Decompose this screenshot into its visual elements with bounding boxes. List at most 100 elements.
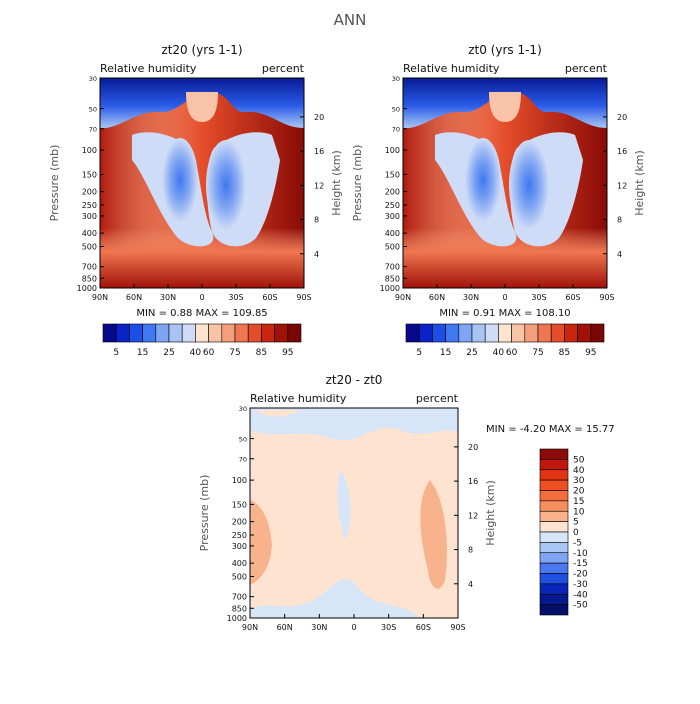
colorbar-label: 25 bbox=[466, 348, 477, 358]
field-label: Relative humidity bbox=[403, 62, 500, 75]
y-tick-label: 50 bbox=[239, 436, 247, 444]
y-tick-label: 100 bbox=[232, 476, 247, 485]
y2-axis-title: Height (km) bbox=[484, 480, 497, 546]
colorbar-swatch bbox=[539, 604, 569, 616]
x-tick-label: 90S bbox=[599, 293, 614, 302]
colorbar-label: 10 bbox=[573, 507, 585, 517]
x-tick-label: 30N bbox=[311, 623, 327, 632]
y-tick-label: 300 bbox=[232, 542, 247, 551]
colorbar-label: 40 bbox=[573, 466, 585, 476]
colorbar-label: 75 bbox=[229, 348, 240, 358]
colorbar-swatch bbox=[539, 490, 569, 502]
y2-tick-label: 8 bbox=[617, 216, 622, 225]
x-tick-label: 0 bbox=[351, 623, 356, 632]
colorbar-label: -10 bbox=[573, 549, 588, 559]
colorbar-label: -50 bbox=[573, 601, 588, 611]
colorbar-swatch bbox=[539, 500, 569, 512]
y-tick-label: 150 bbox=[232, 500, 247, 509]
colorbar-swatch bbox=[511, 323, 526, 343]
contour-field bbox=[249, 407, 459, 619]
y-tick-label: 70 bbox=[239, 456, 247, 464]
colorbar-swatch bbox=[168, 323, 183, 343]
colorbar-swatch bbox=[564, 323, 578, 343]
colorbar-swatch bbox=[432, 323, 446, 343]
colorbar-label: 85 bbox=[256, 348, 267, 358]
contour-field bbox=[402, 77, 608, 289]
x-tick-label: 30S bbox=[531, 293, 546, 302]
y-tick-label: 50 bbox=[392, 106, 400, 114]
colorbar-swatch bbox=[458, 323, 473, 343]
x-tick-label: 30S bbox=[381, 623, 396, 632]
y-tick-label: 500 bbox=[232, 572, 247, 581]
y2-tick-label: 4 bbox=[468, 580, 473, 589]
y-tick-label: 30 bbox=[89, 75, 97, 83]
x-tick-label: 0 bbox=[502, 293, 507, 302]
colorbar-label: 5 bbox=[113, 348, 119, 358]
colorbar-label: -20 bbox=[573, 570, 588, 580]
colorbar-swatch bbox=[590, 323, 605, 343]
y-tick-label: 250 bbox=[82, 201, 97, 210]
x-tick-label: 30N bbox=[463, 293, 479, 302]
y2-tick-label: 4 bbox=[617, 250, 622, 259]
y2-tick-label: 12 bbox=[617, 181, 627, 190]
units-label: percent bbox=[262, 62, 305, 75]
y-tick-label: 500 bbox=[385, 242, 400, 251]
colorbar-swatch bbox=[484, 323, 499, 343]
y2-tick-label: 16 bbox=[617, 147, 627, 156]
y-tick-label: 200 bbox=[82, 188, 97, 197]
colorbar-label: 75 bbox=[532, 348, 543, 358]
colorbar-swatch bbox=[539, 459, 569, 471]
y2-tick-label: 20 bbox=[617, 113, 627, 122]
colorbar-swatch bbox=[539, 531, 569, 543]
x-tick-label: 90N bbox=[92, 293, 108, 302]
colorbar-swatch bbox=[524, 323, 539, 343]
panel-difference: zt20 - zt0 Relative humidity percent MIN… bbox=[249, 373, 615, 619]
colorbar-swatch bbox=[539, 510, 569, 522]
colorbar-swatch bbox=[539, 448, 569, 460]
colorbar-label: 40 bbox=[190, 348, 202, 358]
y-tick-label: 200 bbox=[232, 518, 247, 527]
y-tick-label: 1000 bbox=[77, 284, 97, 293]
y-tick-label: 400 bbox=[82, 229, 97, 238]
colorbar-label: 30 bbox=[573, 476, 585, 486]
colorbar-label: -15 bbox=[573, 559, 588, 569]
colorbar-label: 25 bbox=[163, 348, 174, 358]
colorbar-swatch bbox=[247, 323, 262, 343]
colorbar-swatch bbox=[155, 323, 170, 343]
colorbar-swatch bbox=[287, 323, 302, 343]
colorbar-label: -30 bbox=[573, 580, 588, 590]
panel-zt20: zt20 (yrs 1-1) Relative humidity percent… bbox=[99, 43, 305, 319]
colorbar-swatch bbox=[195, 323, 209, 343]
x-tick-label: 90S bbox=[450, 623, 465, 632]
x-tick-label: 60S bbox=[262, 293, 277, 302]
y-tick-label: 100 bbox=[385, 146, 400, 155]
colorbar-swatch bbox=[539, 479, 569, 491]
colorbar-swatch bbox=[539, 562, 569, 574]
stats-readout: MIN = 0.91 MAX = 108.10 bbox=[439, 308, 570, 319]
y2-tick-label: 12 bbox=[468, 511, 478, 520]
colorbar-label: 95 bbox=[282, 348, 293, 358]
x-tick-label: 90N bbox=[242, 623, 258, 632]
y-axis-title: Pressure (mb) bbox=[48, 145, 61, 222]
panel-title: zt20 (yrs 1-1) bbox=[161, 43, 242, 57]
units-label: percent bbox=[416, 392, 459, 405]
x-tick-label: 60N bbox=[277, 623, 293, 632]
x-tick-label: 30S bbox=[228, 293, 243, 302]
colorbar-swatch bbox=[471, 323, 486, 343]
y-tick-label: 300 bbox=[385, 212, 400, 221]
generated-marks: 90N 60N 30N 0 30S 60S 90S305070100150200250300… bbox=[48, 75, 646, 632]
x-tick-label: 90S bbox=[296, 293, 311, 302]
page-title: ANN bbox=[334, 11, 367, 29]
y-tick-label: 250 bbox=[385, 201, 400, 210]
y-tick-label: 850 bbox=[232, 604, 247, 613]
colorbar-swatch bbox=[274, 323, 289, 343]
colorbar-label: -40 bbox=[573, 590, 588, 600]
colorbar-label: -5 bbox=[573, 538, 582, 548]
colorbar-label: 60 bbox=[203, 348, 215, 358]
y-tick-label: 200 bbox=[385, 188, 400, 197]
panel-zt0: zt0 (yrs 1-1) Relative humidity percent … bbox=[402, 43, 608, 319]
y2-tick-label: 4 bbox=[314, 250, 319, 259]
colorbar-swatch bbox=[539, 593, 569, 605]
